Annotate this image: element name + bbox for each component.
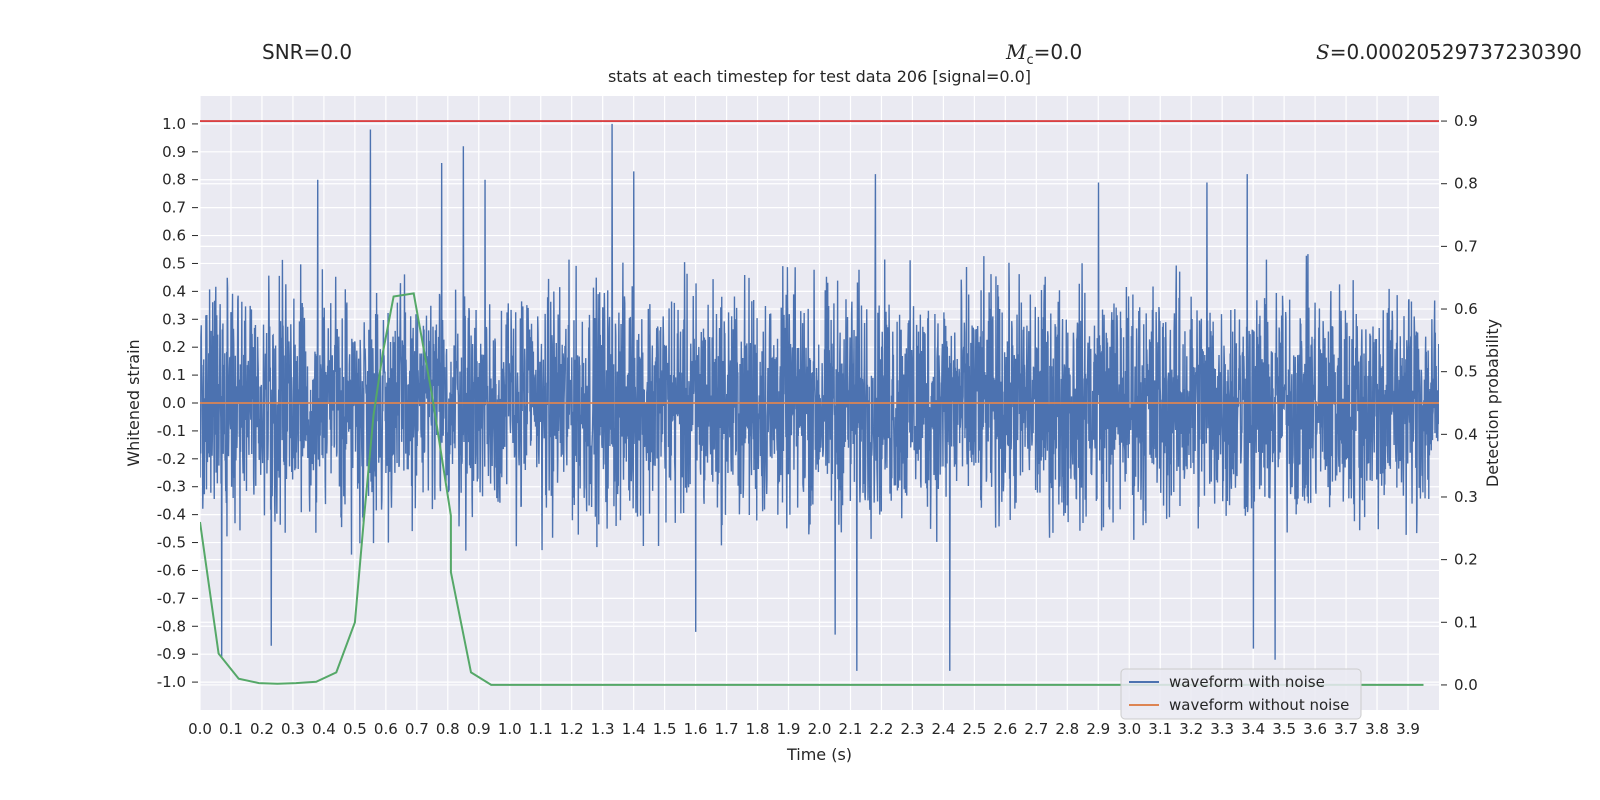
x-tick-label: 0.7	[405, 720, 429, 738]
x-tick-label: 0.2	[250, 720, 274, 738]
x-tick-label: 3.1	[1148, 720, 1172, 738]
x-tick-label: 1.1	[529, 720, 553, 738]
x-tick-label: 0.5	[343, 720, 367, 738]
y2-tick-label: 0.4	[1454, 425, 1478, 443]
x-tick-label: 0.1	[219, 720, 243, 738]
y-tick-label: -0.4	[157, 506, 186, 524]
x-tick-label: 2.7	[1024, 720, 1048, 738]
x-tick-label: 3.5	[1272, 720, 1296, 738]
x-tick-label: 2.8	[1055, 720, 1079, 738]
x-tick-label: 2.1	[839, 720, 863, 738]
y-tick-label: 0.0	[162, 394, 186, 412]
x-tick-label: 2.4	[931, 720, 955, 738]
chart-title: stats at each timestep for test data 206…	[608, 67, 1031, 86]
s-symbol: S	[1316, 40, 1330, 64]
x-tick-label: 1.5	[653, 720, 677, 738]
y-tick-label: 0.7	[162, 199, 186, 217]
y2-tick-label: 0.2	[1454, 551, 1478, 569]
x-tick-label: 1.0	[498, 720, 522, 738]
x-tick-label: 1.6	[684, 720, 708, 738]
x-tick-label: 1.3	[591, 720, 615, 738]
y-tick-label: -0.2	[157, 450, 186, 468]
y-axis-label: Whitened strain	[124, 339, 143, 466]
x-tick-label: 0.3	[281, 720, 305, 738]
mc-value: =0.0	[1033, 40, 1083, 64]
y2-tick-label: 0.1	[1454, 613, 1478, 631]
x-tick-label: 1.7	[715, 720, 739, 738]
y-tick-label: -0.8	[157, 617, 186, 635]
x-tick-label: 3.4	[1241, 720, 1265, 738]
y-axis-ticks: 1.0 0.9 0.8 0.7 0.6 0.5 0.4 0.3 0.2 0.1 0.0 -0.1 -0.…	[157, 115, 198, 691]
x-tick-label: 1.8	[746, 720, 770, 738]
legend-box	[1120, 668, 1362, 720]
y2-tick-label: 0.9	[1454, 112, 1478, 130]
x-tick-label: 3.0	[1117, 720, 1141, 738]
x-tick-label: 1.9	[777, 720, 801, 738]
legend: waveform with noise waveform without noi…	[1120, 668, 1362, 720]
y-tick-label: 0.3	[162, 310, 186, 328]
y-tick-label: -1.0	[157, 673, 186, 691]
chirp-mass-label: Mc=0.0	[1006, 40, 1082, 68]
x-tick-label: 3.7	[1334, 720, 1358, 738]
x-tick-label: 2.5	[962, 720, 986, 738]
x-tick-label: 1.2	[560, 720, 584, 738]
x-tick-label: 0.9	[467, 720, 491, 738]
y2-axis-label: Detection probability	[1483, 319, 1502, 487]
x-tick-label: 3.9	[1396, 720, 1420, 738]
y-tick-label: 0.4	[162, 282, 186, 300]
x-tick-label: 2.2	[870, 720, 894, 738]
series-detection-probability	[200, 292, 1424, 686]
mc-symbol: M	[1006, 40, 1027, 64]
legend-label-clean: waveform without noise	[1169, 696, 1349, 714]
x-tick-label: 0.8	[436, 720, 460, 738]
y-tick-label: 0.2	[162, 338, 186, 356]
x-tick-label: 0.4	[312, 720, 336, 738]
y-tick-label: -0.7	[157, 589, 186, 607]
y2-tick-label: 0.3	[1454, 488, 1478, 506]
x-tick-label: 0.6	[374, 720, 398, 738]
grid-lines	[199, 96, 1439, 710]
y-tick-label: 0.8	[162, 171, 186, 189]
s-label: S=0.00020529737230390	[1316, 40, 1582, 64]
snr-label: SNR=0.0	[262, 40, 353, 64]
x-tick-label: 2.3	[900, 720, 924, 738]
y-tick-label: 0.1	[162, 366, 186, 384]
mc-subscript: c	[1026, 53, 1034, 68]
y2-tick-label: 0.8	[1454, 175, 1478, 193]
y-tick-label: 0.5	[162, 254, 186, 272]
x-tick-label: 1.4	[622, 720, 646, 738]
legend-label-noise: waveform with noise	[1169, 673, 1325, 691]
y-tick-label: 0.6	[162, 227, 186, 245]
y-tick-label: -0.6	[157, 561, 186, 579]
y2-tick-label: 0.6	[1454, 300, 1478, 318]
x-tick-label: 3.8	[1365, 720, 1389, 738]
x-tick-label: 2.6	[993, 720, 1017, 738]
y2-tick-label: 0.7	[1454, 237, 1478, 255]
y-tick-label: -0.5	[157, 534, 186, 552]
x-tick-label: 3.2	[1179, 720, 1203, 738]
x-axis-label: Time (s)	[786, 745, 852, 764]
x-tick-label: 3.3	[1210, 720, 1234, 738]
series-waveform-with-noise	[200, 123, 1439, 671]
x-tick-label: 0.0	[188, 720, 212, 738]
x-tick-label: 2.9	[1086, 720, 1110, 738]
x-tick-label: 2.0	[808, 720, 832, 738]
y-tick-label: -0.9	[157, 645, 186, 663]
y-tick-label: 1.0	[162, 115, 186, 133]
y2-axis-ticks: 0.9 0.8 0.7 0.6 0.5 0.4 0.3 0.2 0.1 0.0	[1441, 112, 1478, 694]
y-tick-label: -0.3	[157, 478, 186, 496]
y-tick-label: 0.9	[162, 143, 186, 161]
x-axis-ticks: 0.0 0.1 0.2 0.3 0.4 0.5 0.6 0.7 0.8 0.9 1.0 1.1 1.2 1…	[188, 720, 1420, 738]
y-tick-label: -0.1	[157, 422, 186, 440]
x-tick-label: 3.6	[1303, 720, 1327, 738]
y2-tick-label: 0.5	[1454, 363, 1478, 381]
y2-tick-label: 0.0	[1454, 676, 1478, 694]
s-value: =0.00020529737230390	[1329, 40, 1582, 64]
